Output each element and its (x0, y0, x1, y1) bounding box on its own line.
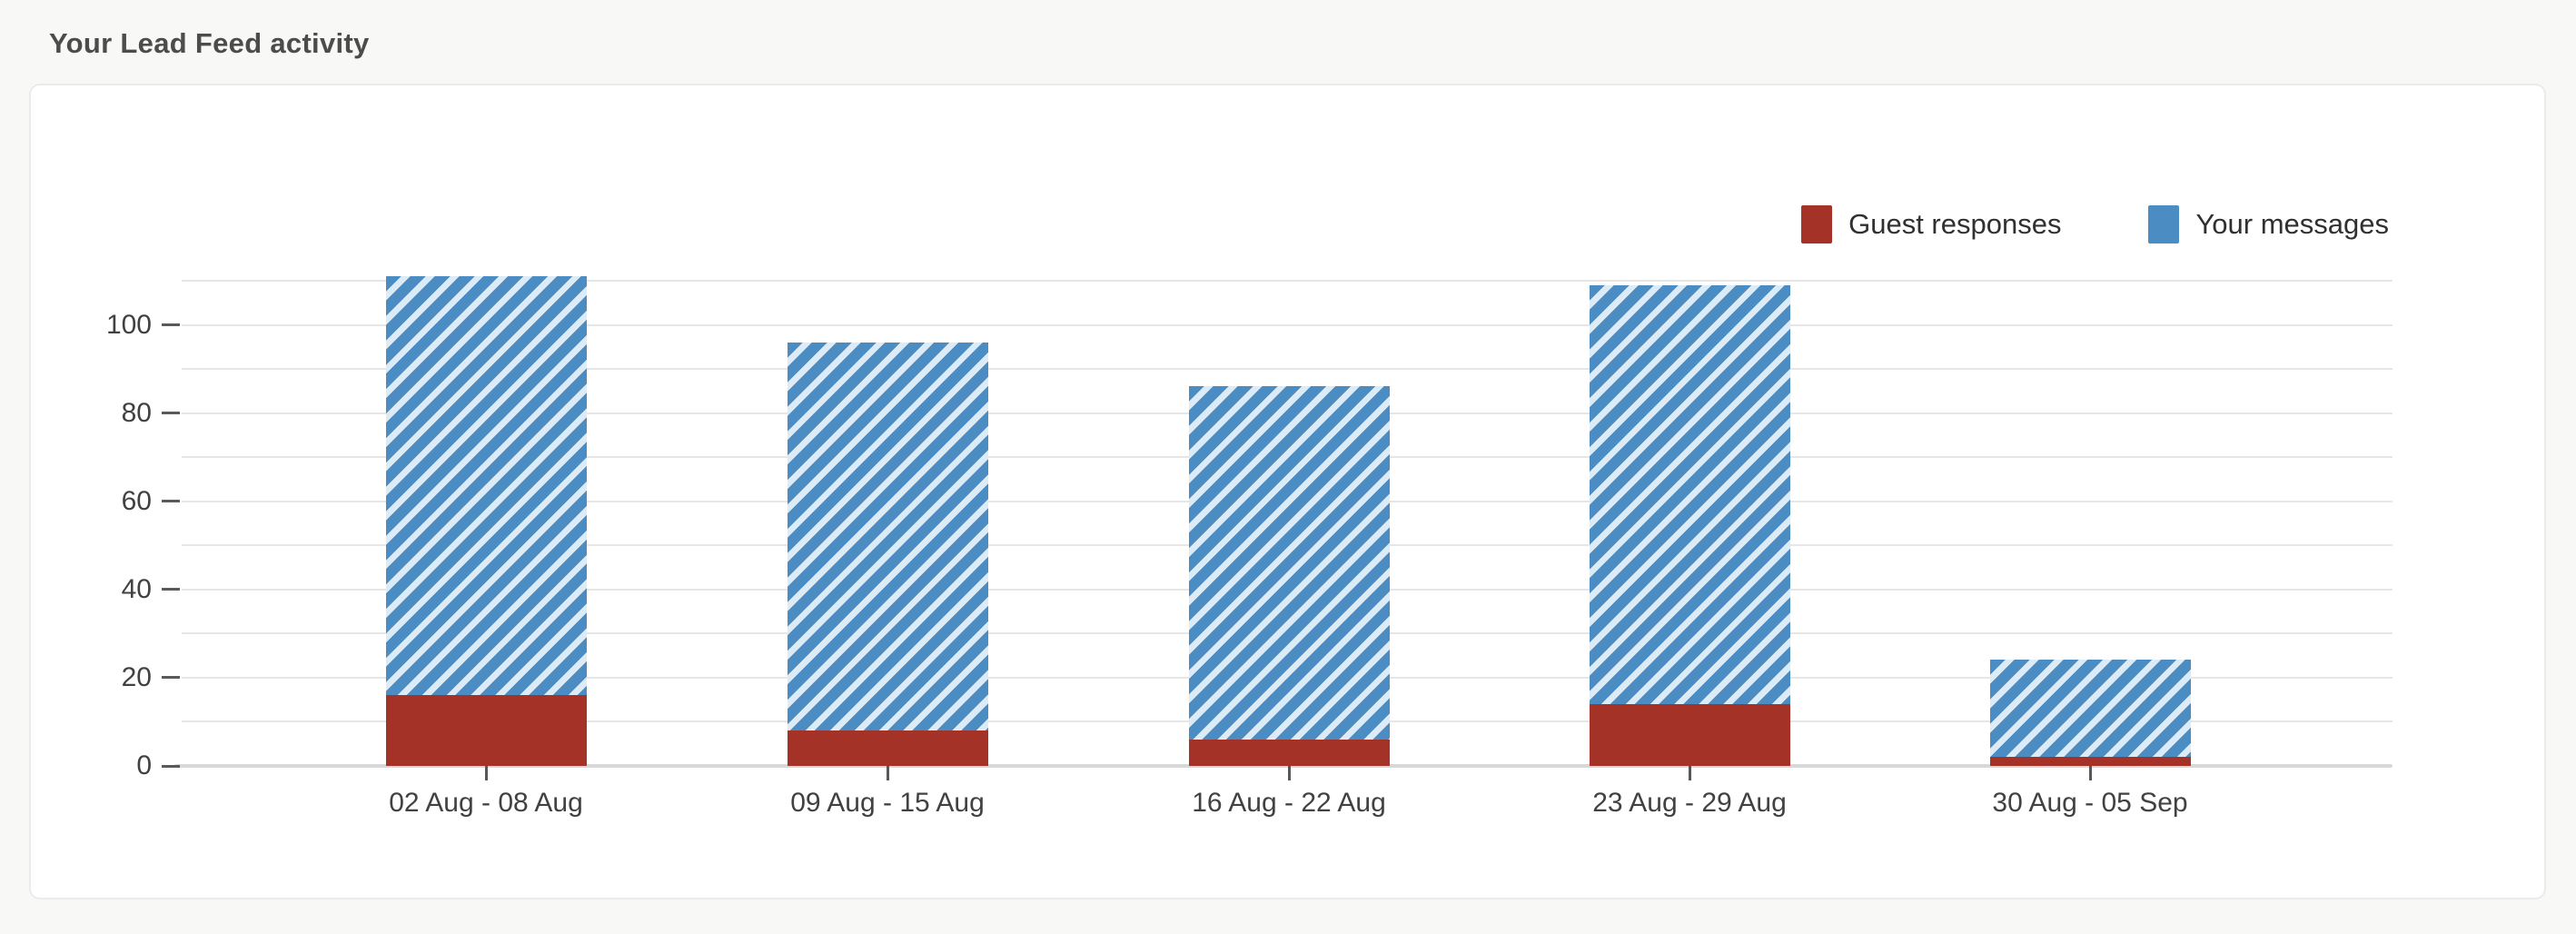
x-axis-tick (886, 766, 889, 780)
legend-label: Guest responses (1848, 208, 2062, 240)
bar-segment-guest-responses[interactable] (1188, 739, 1390, 766)
plot-area: 0 20 40 60 80 100 02 Aug - 08 Aug 09 Aug - 15 A… (31, 85, 2544, 898)
y-axis-tick (162, 500, 180, 503)
chart-card: Guest responses Your messages 0 20 40 60 80 10… (29, 84, 2546, 899)
bar-segment-your-messages[interactable] (787, 342, 988, 731)
bar-segment-guest-responses[interactable] (1989, 757, 2191, 766)
bar-segment-guest-responses[interactable] (787, 730, 988, 766)
x-axis-tick (1287, 766, 1291, 780)
gridline (182, 323, 2393, 326)
x-axis-line (174, 764, 2393, 768)
y-axis-label: 0 (136, 750, 152, 780)
y-axis-tick (162, 323, 180, 326)
legend-item-guest-responses[interactable]: Guest responses (1801, 205, 2061, 243)
legend-swatch-your-messages (2148, 205, 2180, 243)
gridline (182, 368, 2393, 371)
x-axis-label: 16 Aug - 22 Aug (1192, 788, 1386, 818)
y-axis-tick (162, 676, 180, 680)
y-axis-tick (162, 588, 180, 591)
x-axis-tick (2088, 766, 2092, 780)
y-axis-label: 100 (105, 309, 152, 340)
bar-segment-your-messages[interactable] (1989, 660, 2191, 758)
y-axis-label: 60 (121, 485, 152, 516)
page-title: Your Lead Feed activity (49, 27, 370, 59)
x-axis-tick (1688, 766, 1691, 780)
bar-segment-your-messages[interactable] (1589, 284, 1790, 705)
y-axis-tick (162, 764, 180, 768)
legend-swatch-guest-responses (1801, 205, 1833, 243)
x-axis-tick (484, 766, 488, 780)
y-axis-label: 80 (121, 397, 152, 428)
legend-item-your-messages[interactable]: Your messages (2148, 205, 2389, 243)
x-axis-label: 02 Aug - 08 Aug (389, 788, 583, 818)
bar-segment-guest-responses[interactable] (1589, 704, 1790, 766)
y-axis-label: 40 (121, 573, 152, 604)
chart-legend: Guest responses Your messages (1801, 205, 2389, 243)
bar-segment-your-messages[interactable] (385, 276, 587, 696)
bar-segment-guest-responses[interactable] (385, 695, 587, 766)
gridline (182, 279, 2393, 282)
x-axis-label: 30 Aug - 05 Sep (1992, 788, 2188, 818)
y-axis-tick (162, 412, 180, 415)
y-axis-label: 20 (121, 661, 152, 692)
bar-segment-your-messages[interactable] (1188, 386, 1390, 740)
x-axis-label: 23 Aug - 29 Aug (1592, 788, 1787, 818)
x-axis-label: 09 Aug - 15 Aug (790, 788, 985, 818)
legend-label: Your messages (2195, 208, 2389, 240)
